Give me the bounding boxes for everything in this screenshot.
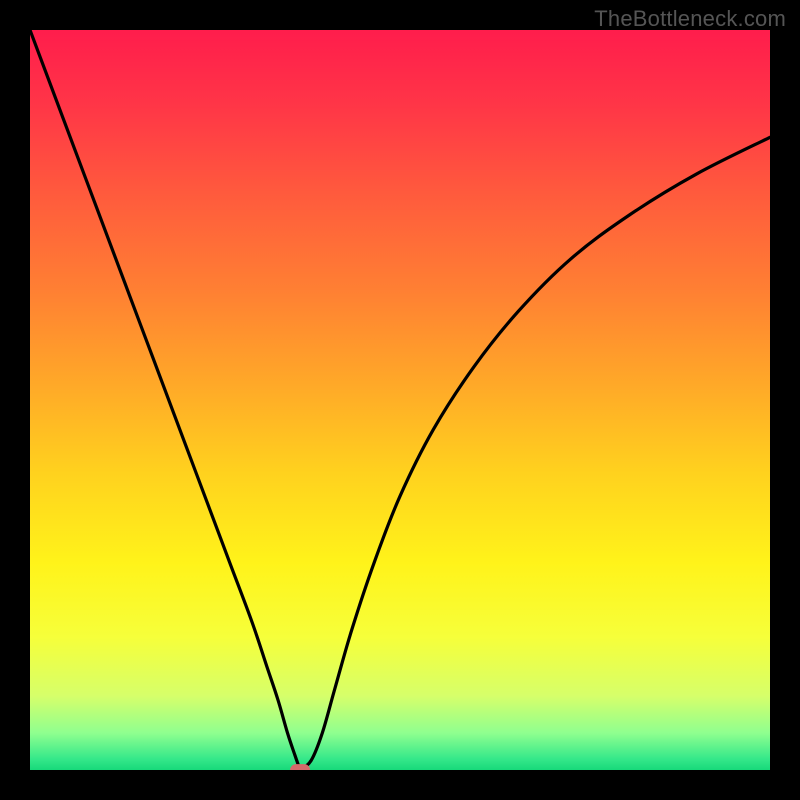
curve-left-branch (30, 30, 300, 770)
plot-area (30, 30, 770, 770)
curve-svg (30, 30, 770, 770)
plot-frame (0, 0, 800, 800)
curve-right-branch (300, 137, 770, 770)
minimum-marker (290, 764, 310, 770)
watermark-text: TheBottleneck.com (594, 6, 786, 32)
